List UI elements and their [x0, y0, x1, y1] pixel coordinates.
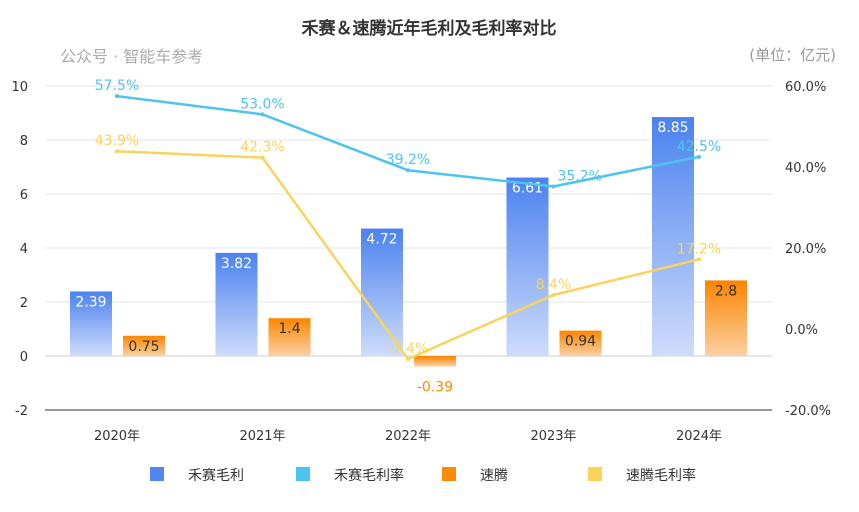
line-point [260, 112, 265, 117]
line-point [551, 184, 556, 189]
x-tick-label: 2021年 [239, 429, 285, 444]
line-point [115, 149, 119, 154]
bar-data-label: -0.39 [417, 380, 453, 396]
bar-data-label: 0.94 [565, 334, 596, 350]
line-data-label: 42.5% [677, 139, 721, 155]
line-series [116, 149, 700, 361]
bar-hesai [652, 117, 694, 356]
line-point [406, 356, 410, 361]
line-point [551, 292, 556, 297]
chart-title: 禾赛＆速腾近年毛利及毛利率对比 [302, 18, 557, 39]
bar-hesai [70, 291, 112, 356]
x-tick-label: 2023年 [530, 429, 576, 444]
left-tick-label: 6 [20, 188, 28, 203]
legend-label: 速腾 [480, 467, 508, 484]
bar-data-label: 3.82 [221, 256, 252, 272]
bar-data-label: 8.85 [657, 120, 688, 136]
legend-label: 禾赛毛利率 [334, 467, 404, 484]
line-data-label: 53.0% [240, 96, 284, 112]
line-data-label: 57.5% [95, 78, 139, 94]
x-tick-label: 2020年 [94, 429, 140, 444]
line-point [115, 94, 119, 99]
line-data-label: 43.9% [95, 133, 139, 149]
x-tick-label: 2024年 [676, 429, 722, 444]
right-tick-label: 20.0% [785, 242, 826, 257]
left-tick-label: 8 [20, 134, 28, 149]
bar-suteng [123, 335, 165, 356]
line-data-label: 17.2% [677, 241, 721, 257]
line-data-label: 8.4% [536, 277, 572, 293]
legend-label: 速腾毛利率 [626, 467, 696, 484]
left-tick-label: 2 [20, 296, 28, 311]
legend-label: 禾赛毛利 [188, 468, 244, 484]
bar-suteng [705, 280, 747, 356]
bar-data-label: 4.72 [366, 232, 397, 248]
right-tick-label: 0.0% [785, 323, 818, 338]
line-point [260, 155, 265, 160]
line-series [116, 94, 700, 188]
legend-swatch [296, 467, 310, 481]
watermark: 公众号 · 智能车参考 [60, 47, 203, 66]
bar-data-label: 2.8 [715, 283, 737, 299]
line-point [697, 154, 701, 159]
legend-swatch [150, 467, 164, 481]
line-point [697, 257, 701, 262]
line-data-label: 35.2% [558, 168, 602, 184]
bar-hesai [361, 228, 403, 356]
x-tick-label: 2022年 [385, 429, 431, 444]
left-tick-label: 0 [20, 350, 28, 365]
bar-data-label: 0.75 [128, 339, 159, 355]
left-tick-label: -2 [15, 404, 28, 419]
line-data-label: 42.3% [240, 140, 284, 156]
line-point [406, 168, 410, 173]
bar-hesai [215, 252, 258, 356]
line-data-label: -7.4% [388, 341, 429, 357]
unit-label: (单位：亿元) [749, 46, 836, 64]
bar-suteng [559, 330, 602, 356]
right-tick-label: 40.0% [785, 161, 826, 176]
bar-suteng [414, 356, 456, 367]
left-tick-label: 10 [11, 80, 28, 95]
legend-swatch [588, 467, 602, 481]
right-tick-label: 60.0% [785, 80, 826, 95]
bar-hesai [506, 177, 549, 356]
bar-data-label: 1.4 [278, 321, 300, 337]
line-data-label: 39.2% [386, 152, 430, 168]
bar-suteng [268, 318, 311, 356]
bar-data-label: 2.39 [75, 294, 106, 310]
left-tick-label: 4 [20, 242, 28, 257]
legend-swatch [442, 467, 456, 481]
right-tick-label: -20.0% [785, 404, 831, 419]
